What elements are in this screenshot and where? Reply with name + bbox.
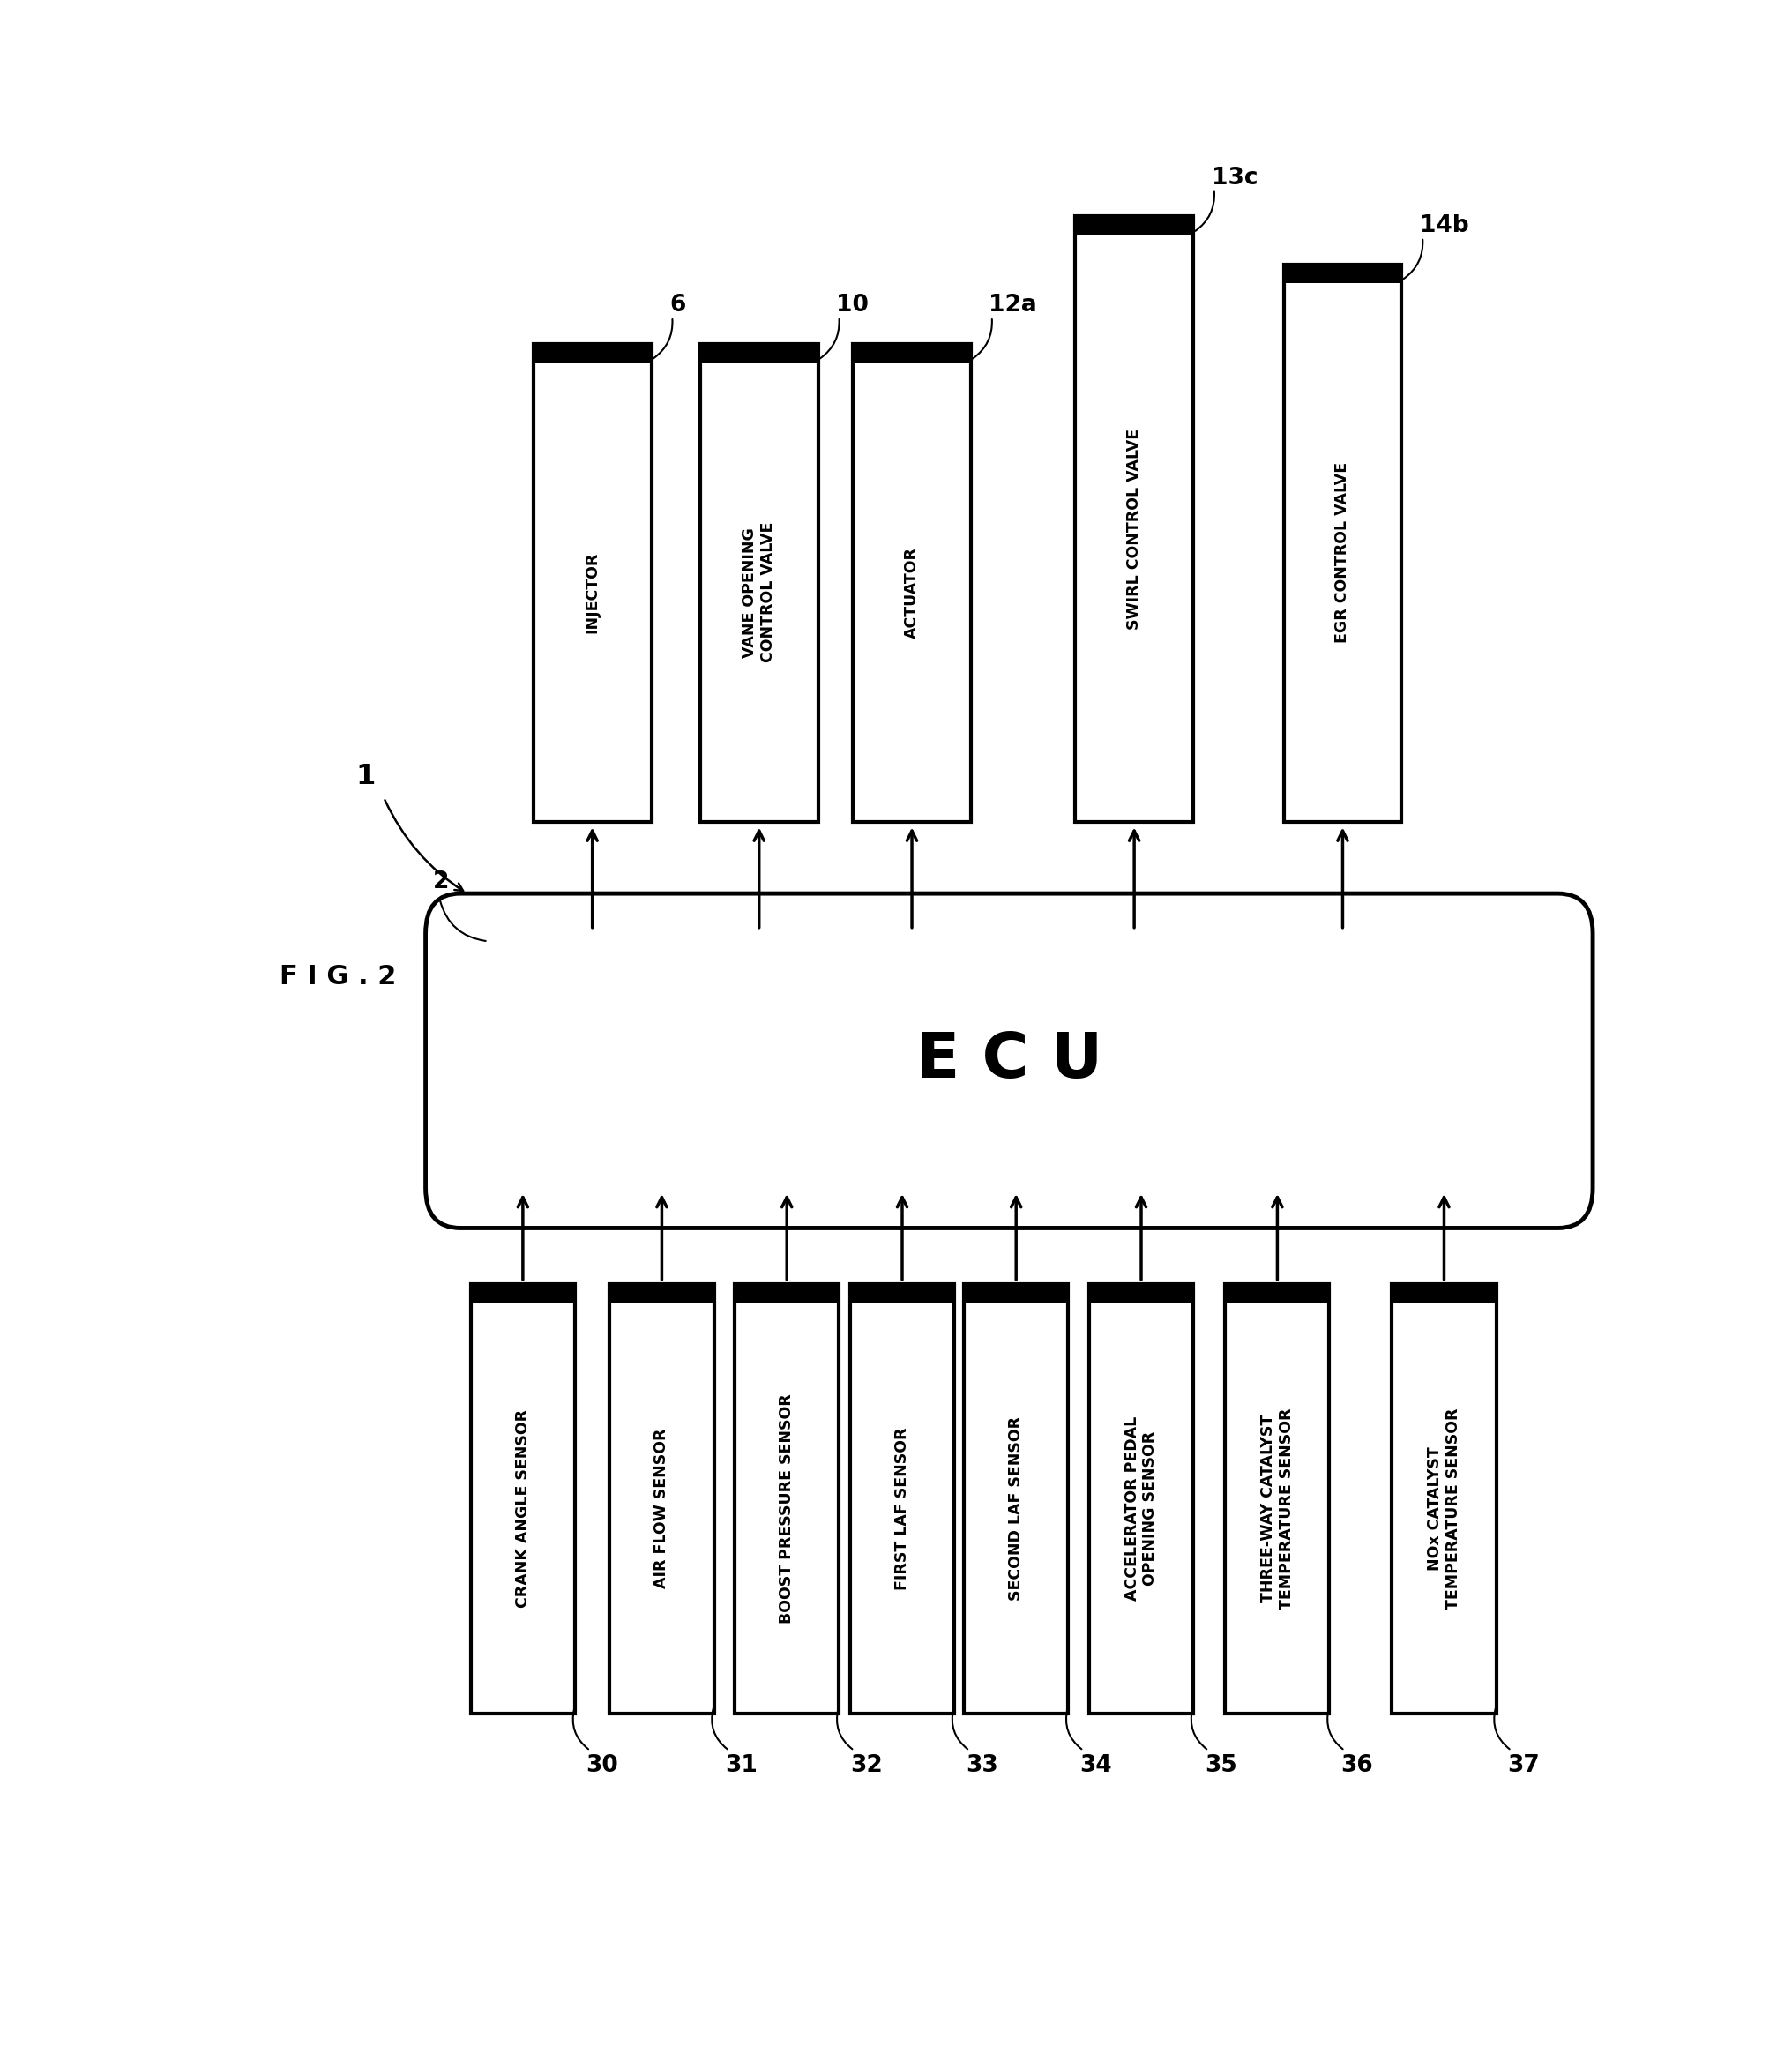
Text: 36: 36 [1340,1755,1373,1777]
Text: 1: 1 [357,763,376,790]
Bar [964,1283,1068,1713]
Bar [1391,1283,1496,1303]
Text: E C U: E C U [916,1030,1102,1090]
Bar [1391,1283,1496,1713]
Text: CRANK ANGLE SENSOR: CRANK ANGLE SENSOR [514,1409,530,1608]
Bar [532,343,650,821]
Text: EGR CONTROL VALVE: EGR CONTROL VALVE [1333,461,1349,643]
Bar [1224,1283,1330,1303]
Bar [1283,265,1401,283]
Text: 10: 10 [835,294,869,317]
Text: 33: 33 [964,1755,998,1777]
Text: 32: 32 [849,1755,882,1777]
Text: 35: 35 [1204,1755,1236,1777]
Text: VANE OPENING
CONTROL VALVE: VANE OPENING CONTROL VALVE [742,521,776,662]
Text: 14b: 14b [1419,215,1468,238]
Bar [853,343,971,821]
Bar [471,1283,575,1713]
Bar [735,1283,839,1303]
Text: 30: 30 [586,1755,618,1777]
Bar [471,1283,575,1303]
Text: THREE-WAY CATALYST
TEMPERATURE SENSOR: THREE-WAY CATALYST TEMPERATURE SENSOR [1260,1407,1294,1610]
Text: 37: 37 [1507,1755,1539,1777]
Bar [699,343,817,821]
Text: FIRST LAF SENSOR: FIRST LAF SENSOR [894,1428,910,1589]
Bar [735,1283,839,1713]
Text: 31: 31 [724,1755,758,1777]
Bar [1075,217,1193,236]
Text: 34: 34 [1079,1755,1111,1777]
Bar [849,1283,953,1713]
Text: AIR FLOW SENSOR: AIR FLOW SENSOR [654,1428,670,1589]
Bar [609,1283,713,1303]
Text: NOx CATALYST
TEMPERATURE SENSOR: NOx CATALYST TEMPERATURE SENSOR [1426,1407,1460,1610]
Bar [1283,265,1401,821]
Text: SECOND LAF SENSOR: SECOND LAF SENSOR [1007,1415,1023,1601]
Bar [964,1283,1068,1303]
Text: 6: 6 [668,294,685,317]
Bar [699,343,817,362]
Bar [609,1283,713,1713]
FancyBboxPatch shape [425,894,1591,1229]
Text: 12a: 12a [989,294,1038,317]
Text: ACCELERATOR PEDAL
OPENING SENSOR: ACCELERATOR PEDAL OPENING SENSOR [1124,1415,1158,1601]
Bar [1224,1283,1330,1713]
Bar [1088,1283,1193,1303]
Bar [1088,1283,1193,1713]
Bar [853,343,971,362]
Bar [1075,217,1193,821]
Text: F I G . 2: F I G . 2 [280,964,396,989]
Bar [532,343,650,362]
Text: INJECTOR: INJECTOR [584,552,600,633]
Text: BOOST PRESSURE SENSOR: BOOST PRESSURE SENSOR [778,1392,794,1624]
Text: SWIRL CONTROL VALVE: SWIRL CONTROL VALVE [1125,428,1142,629]
Text: ACTUATOR: ACTUATOR [903,546,919,637]
Bar [849,1283,953,1303]
Text: 13c: 13c [1211,166,1256,190]
Text: 2: 2 [432,871,448,894]
